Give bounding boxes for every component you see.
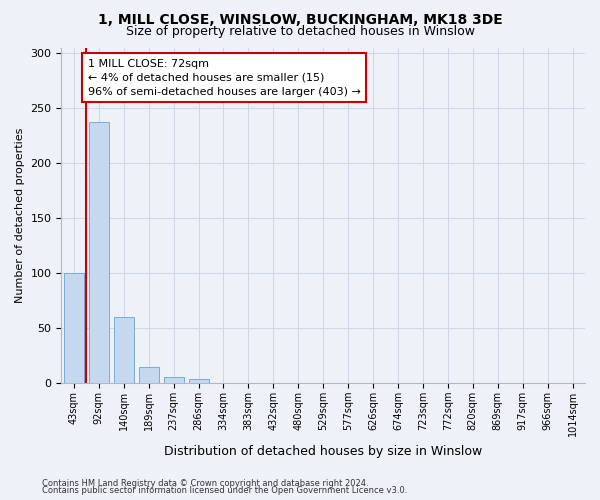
- Bar: [64, 273, 84, 384]
- X-axis label: Distribution of detached houses by size in Winslow: Distribution of detached houses by size …: [164, 444, 482, 458]
- Bar: [188, 379, 209, 384]
- Text: Contains public sector information licensed under the Open Government Licence v3: Contains public sector information licen…: [42, 486, 407, 495]
- Text: Contains HM Land Registry data © Crown copyright and database right 2024.: Contains HM Land Registry data © Crown c…: [42, 478, 368, 488]
- Bar: [114, 317, 134, 384]
- Text: Size of property relative to detached houses in Winslow: Size of property relative to detached ho…: [125, 25, 475, 38]
- Bar: [164, 376, 184, 384]
- Y-axis label: Number of detached properties: Number of detached properties: [15, 128, 25, 303]
- Bar: [139, 367, 158, 384]
- Text: 1 MILL CLOSE: 72sqm
← 4% of detached houses are smaller (15)
96% of semi-detache: 1 MILL CLOSE: 72sqm ← 4% of detached hou…: [88, 58, 361, 96]
- Bar: [89, 122, 109, 384]
- Text: 1, MILL CLOSE, WINSLOW, BUCKINGHAM, MK18 3DE: 1, MILL CLOSE, WINSLOW, BUCKINGHAM, MK18…: [98, 12, 502, 26]
